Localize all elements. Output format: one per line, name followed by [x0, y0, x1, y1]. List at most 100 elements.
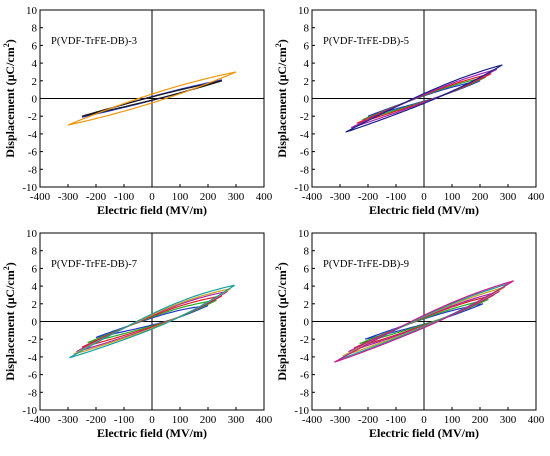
y-tick-label: -8: [300, 164, 310, 176]
x-axis-title: Electric field (MV/m): [97, 426, 207, 440]
y-tick-label: 4: [304, 58, 310, 70]
x-tick-label: 0: [149, 414, 155, 426]
x-tick-label: 300: [500, 191, 517, 203]
y-tick-label: -6: [300, 370, 310, 382]
x-tick-label: -100: [386, 414, 407, 426]
y-tick-label: 0: [32, 317, 38, 329]
x-tick-label: 400: [256, 414, 273, 426]
x-tick-label: 0: [149, 191, 155, 203]
x-axis-title: Electric field (MV/m): [369, 426, 479, 440]
x-tick-label: 100: [172, 414, 189, 426]
y-tick-label: 6: [304, 40, 310, 52]
x-axis-title: Electric field (MV/m): [369, 203, 479, 217]
y-tick-label: 6: [32, 40, 38, 52]
y-tick-label: -4: [300, 352, 310, 364]
x-tick-label: -100: [114, 191, 135, 203]
x-tick-label: -200: [86, 414, 107, 426]
x-tick-label: 200: [472, 191, 489, 203]
panel-label: P(VDF-TrFE-DB)-9: [323, 259, 409, 270]
y-tick-label: 8: [304, 246, 310, 258]
y-tick-label: 0: [304, 94, 310, 106]
y-tick-label: -10: [22, 182, 37, 194]
x-tick-label: 0: [421, 414, 427, 426]
x-tick-label: 400: [528, 414, 545, 426]
y-tick-label: -8: [28, 387, 38, 399]
y-tick-label: -8: [28, 164, 38, 176]
y-tick-label: 4: [32, 58, 38, 70]
x-tick-label: -400: [30, 191, 51, 203]
y-tick-label: 8: [32, 23, 38, 35]
y-tick-label: -2: [28, 334, 37, 346]
y-tick-label: -6: [28, 147, 38, 159]
y-tick-label: 4: [304, 281, 310, 293]
y-tick-label: 8: [32, 246, 38, 258]
y-tick-label: 0: [32, 94, 38, 106]
x-tick-label: 200: [200, 414, 217, 426]
hysteresis-loop-5: [345, 64, 503, 133]
y-tick-label: 2: [32, 299, 38, 311]
hysteresis-loop-7: [334, 280, 514, 363]
x-tick-label: -200: [358, 191, 379, 203]
y-tick-label: 10: [298, 5, 310, 17]
y-tick-label: 10: [298, 228, 310, 240]
hysteresis-loop-3: [67, 71, 237, 126]
y-tick-label: -2: [300, 111, 309, 123]
x-tick-label: 100: [444, 191, 461, 203]
chart-panel-2: -400 -300 -200 -100 0 100 200 300 400-10-8-6-4-2…: [274, 5, 545, 217]
hysteresis-loop-6: [69, 284, 235, 359]
y-tick-label: 2: [304, 76, 310, 88]
x-tick-label: -300: [330, 414, 351, 426]
y-tick-label: 0: [304, 317, 310, 329]
chart-panel-4: -400 -300 -200 -100 0 100 200 300 400-10-8-6-4-2…: [274, 228, 545, 440]
chart-panel-1: -400 -300 -200 -100 0 100 200 300 400-10-8-6-4-2…: [2, 5, 273, 217]
y-tick-label: -8: [300, 387, 310, 399]
panel-label: P(VDF-TrFE-DB)-3: [51, 36, 137, 47]
x-tick-label: -400: [302, 414, 323, 426]
x-tick-label: 400: [528, 191, 545, 203]
x-tick-label: -100: [114, 414, 135, 426]
y-tick-label: -10: [294, 405, 309, 417]
x-tick-label: 0: [421, 191, 427, 203]
x-tick-label: -300: [330, 191, 351, 203]
y-axis-title: Displacement (μC/cm2): [274, 39, 289, 157]
y-tick-label: 4: [32, 281, 38, 293]
y-tick-label: -4: [28, 129, 38, 141]
chart-panel-3: -400 -300 -200 -100 0 100 200 300 400-10-8-6-4-2…: [2, 228, 273, 440]
x-tick-label: 100: [444, 414, 461, 426]
y-tick-label: -6: [300, 147, 310, 159]
x-tick-label: 300: [500, 414, 517, 426]
y-tick-label: -10: [294, 182, 309, 194]
y-tick-label: -2: [300, 334, 309, 346]
x-tick-label: -300: [58, 191, 79, 203]
y-tick-label: -10: [22, 405, 37, 417]
y-tick-label: 10: [26, 228, 38, 240]
x-tick-label: 300: [228, 191, 245, 203]
x-tick-label: -400: [30, 414, 51, 426]
y-tick-label: -6: [28, 370, 38, 382]
y-tick-label: 6: [304, 263, 310, 275]
x-tick-label: 400: [256, 191, 273, 203]
panel-label: P(VDF-TrFE-DB)-5: [323, 36, 409, 47]
x-axis-title: Electric field (MV/m): [97, 203, 207, 217]
y-tick-label: -4: [300, 129, 310, 141]
x-tick-label: -200: [86, 191, 107, 203]
x-tick-label: -300: [58, 414, 79, 426]
x-tick-label: -200: [358, 414, 379, 426]
x-tick-label: 200: [200, 191, 217, 203]
y-tick-label: -4: [28, 352, 38, 364]
y-axis-title: Displacement (μC/cm2): [2, 39, 17, 157]
hysteresis-loop-2: [81, 80, 223, 117]
y-tick-label: 2: [32, 76, 38, 88]
y-tick-label: 10: [26, 5, 38, 17]
y-axis-title: Displacement (μC/cm2): [2, 262, 17, 380]
x-tick-label: 300: [228, 414, 245, 426]
x-tick-label: 100: [172, 191, 189, 203]
y-axis-title: Displacement (μC/cm2): [274, 262, 289, 380]
x-tick-label: 200: [472, 414, 489, 426]
y-tick-label: 8: [304, 23, 310, 35]
y-tick-label: 2: [304, 299, 310, 311]
panel-label: P(VDF-TrFE-DB)-7: [51, 259, 137, 270]
x-tick-label: -400: [302, 191, 323, 203]
